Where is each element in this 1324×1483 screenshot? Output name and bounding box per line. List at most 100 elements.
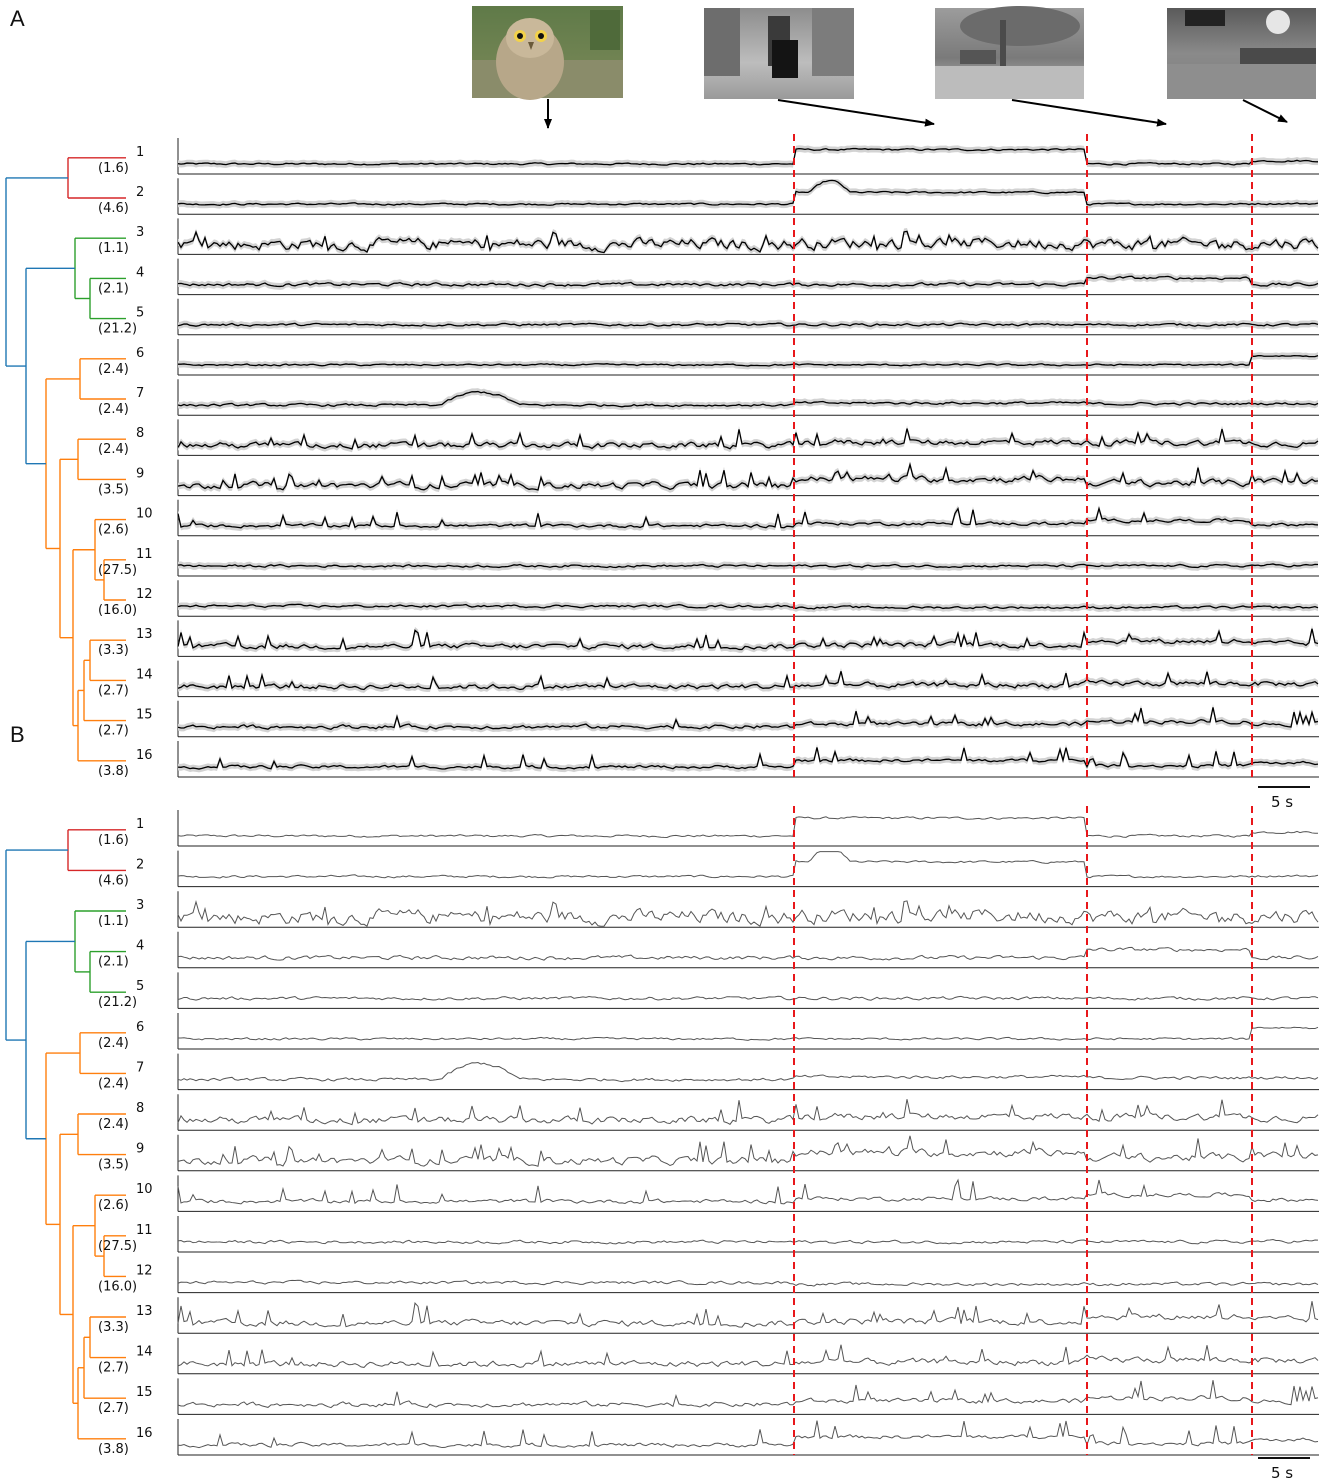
trace-row-6 bbox=[177, 339, 1319, 376]
leaf-id-9: 9 bbox=[136, 466, 144, 481]
single-trace bbox=[177, 851, 1319, 879]
leaf-id-15: 15 bbox=[136, 1385, 153, 1400]
leaf-id-3: 3 bbox=[136, 225, 144, 240]
trace-row-9 bbox=[177, 1134, 1319, 1172]
single-trace bbox=[177, 946, 1319, 961]
leaf-id-13: 13 bbox=[136, 627, 153, 642]
panel-a: 1 (1.6) 2 (4.6) 3 (1.1) 4 (2.1) 5(21.2) 6 (2.4) 7 (2… bbox=[5, 134, 1319, 811]
mean-trace bbox=[177, 390, 1319, 408]
leaf-value-6: (2.4) bbox=[98, 1036, 129, 1051]
leaf-value-2: (4.6) bbox=[98, 873, 129, 888]
stimulus-arrows bbox=[544, 99, 1288, 129]
mean-trace bbox=[177, 671, 1319, 691]
mean-trace bbox=[177, 275, 1319, 288]
leaf-id-9: 9 bbox=[136, 1142, 144, 1157]
leaf-id-8: 8 bbox=[136, 1101, 144, 1116]
trace-row-13 bbox=[177, 620, 1319, 657]
single-trace bbox=[177, 1420, 1319, 1449]
thumbnail-corridor bbox=[704, 8, 854, 99]
leaf-id-1: 1 bbox=[136, 145, 144, 160]
leaf-value-13: (3.3) bbox=[98, 1320, 129, 1335]
mean-trace bbox=[177, 563, 1319, 569]
leaf-id-1: 1 bbox=[136, 817, 144, 832]
leaf-value-4: (2.1) bbox=[98, 955, 129, 970]
dendrogram bbox=[5, 829, 126, 1440]
trace-row-3 bbox=[177, 891, 1319, 928]
sem-band bbox=[178, 388, 1318, 411]
leaf-value-12: (16.0) bbox=[98, 603, 137, 618]
trace-row-10 bbox=[177, 1175, 1319, 1212]
trace-row-11 bbox=[177, 540, 1319, 577]
single-trace bbox=[177, 899, 1319, 927]
mean-trace bbox=[177, 354, 1319, 367]
leaf-id-11: 11 bbox=[136, 547, 153, 562]
leaf-value-16: (3.8) bbox=[98, 1442, 129, 1457]
mean-trace bbox=[177, 628, 1319, 651]
leaf-value-10: (2.6) bbox=[98, 1198, 129, 1213]
leaf-id-10: 10 bbox=[136, 1182, 153, 1197]
trace-row-15 bbox=[177, 700, 1319, 738]
thumbnail-hall bbox=[1167, 8, 1316, 99]
single-trace bbox=[177, 995, 1319, 1001]
sem-band bbox=[178, 352, 1318, 370]
leaf-value-7: (2.4) bbox=[98, 1076, 129, 1091]
leaf-id-12: 12 bbox=[136, 587, 153, 602]
sem-band bbox=[178, 744, 1318, 773]
trace-row-1 bbox=[177, 138, 1319, 175]
leaf-id-5: 5 bbox=[136, 306, 144, 321]
single-trace bbox=[177, 1279, 1319, 1287]
panel-letter-b: B bbox=[10, 722, 25, 747]
trace-row-4 bbox=[177, 258, 1319, 296]
panel-b: 1 (1.6) 2 (4.6) 3 (1.1) 4 (2.1) 5(21.2) 6 (2.4) 7 (2… bbox=[5, 806, 1319, 1482]
leaf-value-14: (2.7) bbox=[98, 683, 129, 698]
sem-band bbox=[178, 505, 1318, 532]
leaf-value-4: (2.1) bbox=[98, 281, 129, 296]
trace-row-7 bbox=[177, 1053, 1319, 1091]
leaf-value-14: (2.7) bbox=[98, 1361, 129, 1376]
leaf-value-3: (1.1) bbox=[98, 914, 129, 929]
leaf-id-5: 5 bbox=[136, 979, 144, 994]
trace-row-1 bbox=[177, 810, 1319, 847]
trace-row-5 bbox=[177, 972, 1319, 1009]
single-trace bbox=[177, 1178, 1319, 1205]
trace-row-10 bbox=[177, 499, 1319, 537]
leaf-id-16: 16 bbox=[136, 748, 153, 763]
mean-trace bbox=[177, 322, 1319, 327]
mean-trace bbox=[177, 428, 1319, 450]
mean-trace bbox=[177, 603, 1319, 610]
trace-row-5 bbox=[177, 298, 1319, 336]
trace-row-8 bbox=[177, 419, 1319, 456]
leaf-value-11: (27.5) bbox=[98, 1239, 137, 1254]
leaf-id-4: 4 bbox=[136, 265, 144, 280]
single-trace bbox=[177, 1238, 1319, 1245]
leaf-id-15: 15 bbox=[136, 708, 153, 723]
leaf-value-9: (3.5) bbox=[98, 482, 129, 497]
trace-row-12 bbox=[177, 1256, 1319, 1294]
trace-row-8 bbox=[177, 1094, 1319, 1131]
trace-row-2 bbox=[177, 850, 1319, 888]
leaf-value-8: (2.4) bbox=[98, 442, 129, 457]
mean-trace bbox=[177, 747, 1319, 770]
leaf-id-2: 2 bbox=[136, 857, 144, 872]
panel-letter-a: A bbox=[10, 6, 25, 31]
sem-band bbox=[178, 179, 1318, 209]
single-trace bbox=[177, 1301, 1319, 1328]
leaf-id-3: 3 bbox=[136, 898, 144, 913]
trace-row-4 bbox=[177, 931, 1319, 969]
arrow-3 bbox=[1011, 99, 1167, 127]
mean-trace bbox=[177, 230, 1319, 254]
leaf-value-10: (2.6) bbox=[98, 523, 129, 538]
leaf-id-7: 7 bbox=[136, 1060, 144, 1075]
leaf-value-9: (3.5) bbox=[98, 1158, 129, 1173]
scale-bar-label: 5 s bbox=[1271, 793, 1293, 811]
leaf-value-15: (2.7) bbox=[98, 1401, 129, 1416]
thumbnail-owl bbox=[472, 6, 623, 100]
leaf-id-6: 6 bbox=[136, 1020, 144, 1035]
leaf-id-10: 10 bbox=[136, 507, 153, 522]
leaf-id-7: 7 bbox=[136, 386, 144, 401]
mean-trace bbox=[177, 179, 1319, 206]
single-trace bbox=[177, 1344, 1319, 1368]
sem-band bbox=[178, 272, 1318, 290]
leaf-id-6: 6 bbox=[136, 346, 144, 361]
single-trace bbox=[177, 1380, 1319, 1409]
